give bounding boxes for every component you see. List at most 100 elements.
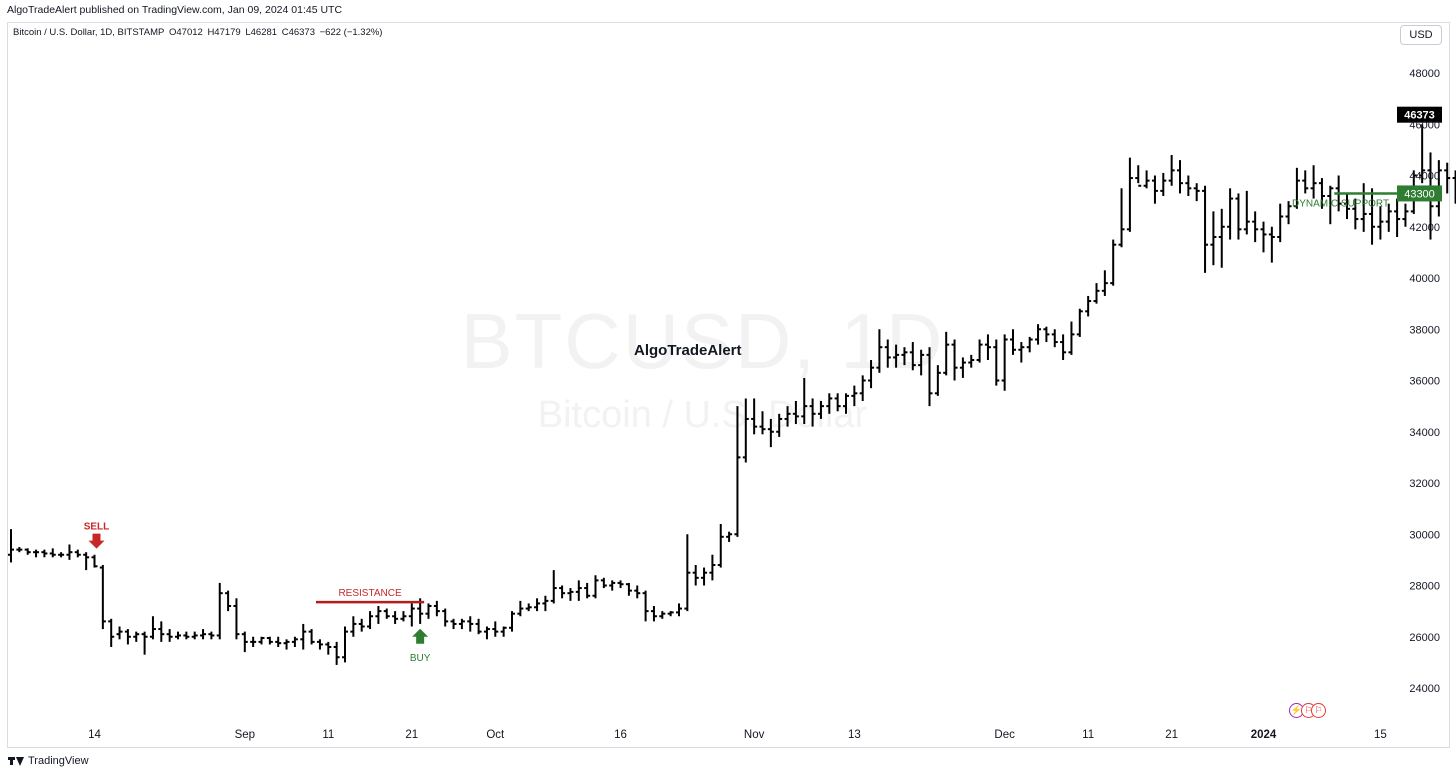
- currency-button[interactable]: USD: [1400, 25, 1442, 45]
- price-axis[interactable]: 24000 26000 28000 30000 32000 34000 36000 38000…: [1409, 68, 1440, 695]
- ohlc-bar: [676, 603, 682, 617]
- ohlc-bar: [834, 393, 841, 412]
- ohlc-bar: [650, 606, 657, 622]
- ohlc-bar: [1085, 295, 1092, 317]
- support-price-badge: [1397, 185, 1442, 202]
- ohlc-bar: [208, 631, 215, 640]
- time-axis[interactable]: 14 Sep 11 21 Oct 16 Nov 13 Dec 11 21 2024 15: [88, 729, 1387, 741]
- ohlc-bar: [1001, 334, 1008, 391]
- ohlc-bar: [300, 623, 307, 650]
- price-tick-label: 34000: [1409, 427, 1440, 439]
- ohlc-bar: [1168, 155, 1175, 186]
- ohlc-bar: [392, 611, 399, 624]
- time-tick-label: 14: [88, 729, 101, 741]
- sell-label[interactable]: SELL: [84, 522, 110, 533]
- ohlc-bar: [425, 603, 432, 619]
- ohlc-bar: [141, 631, 148, 655]
- event-badges[interactable]: ⚡ ⚐ ⚐: [1289, 703, 1333, 719]
- ohlc-bar: [1352, 198, 1359, 230]
- ohlc-bar: [534, 598, 541, 612]
- ohlc-bar: [258, 636, 265, 645]
- ohlc-bar: [1185, 175, 1192, 196]
- symbol-legend[interactable]: Bitcoin / U.S. Dollar, 1D, BITSTAMP O470…: [13, 27, 384, 38]
- ohlc-bar: [767, 418, 774, 448]
- ohlc-bar: [475, 618, 482, 635]
- legend-symbol-name[interactable]: Bitcoin / U.S. Dollar, 1D, BITSTAMP: [13, 27, 165, 38]
- ohlc-bar: [884, 339, 891, 368]
- ohlc-bar: [1068, 321, 1075, 355]
- ohlc-bar: [1227, 188, 1234, 240]
- time-tick-label: 11: [322, 729, 334, 741]
- ohlc-bar: [893, 344, 900, 368]
- sell-arrow-icon[interactable]: [88, 533, 105, 549]
- ohlc-bar: [1160, 172, 1167, 196]
- chart-frame[interactable]: [7, 22, 1450, 748]
- ohlc-bars: [8, 124, 1456, 665]
- ohlc-bar: [1076, 308, 1083, 337]
- ohlc-bar: [1302, 170, 1309, 194]
- ohlc-bar: [1285, 201, 1292, 225]
- footer-brand[interactable]: TradingView: [28, 755, 89, 767]
- ohlc-bar: [408, 603, 415, 627]
- ohlc-bar: [91, 554, 98, 568]
- ohlc-bar: [984, 334, 991, 360]
- ohlc-bar: [375, 606, 382, 624]
- ohlc-bar: [1135, 165, 1142, 187]
- ohlc-bar: [876, 329, 883, 373]
- ohlc-bar: [41, 549, 48, 558]
- ohlc-bar: [826, 393, 833, 414]
- ohlc-bar: [1360, 183, 1367, 232]
- time-tick-label: Sep: [235, 729, 255, 741]
- time-tick-label: 11: [1082, 729, 1094, 741]
- ohlc-bar: [1151, 175, 1158, 204]
- us-flag-icon[interactable]: ⚐: [1311, 703, 1326, 718]
- ohlc-bar: [350, 616, 357, 637]
- footer[interactable]: TradingView: [8, 755, 89, 767]
- legend-open: O47012: [168, 27, 203, 38]
- dynamic-support-label[interactable]: DYNAMIC SUPPORT: [1292, 198, 1389, 209]
- ohlc-bar: [83, 552, 90, 571]
- ohlc-bar: [1143, 170, 1150, 189]
- time-tick-label: 21: [405, 729, 418, 741]
- ohlc-bar: [467, 616, 474, 632]
- price-tick-label: 42000: [1409, 222, 1440, 234]
- last-price-label: 46373: [1404, 110, 1435, 122]
- ohlc-bar: [1327, 185, 1334, 225]
- buy-arrow-icon[interactable]: [412, 628, 429, 644]
- ohlc-bar: [751, 398, 758, 435]
- price-tick-label: 28000: [1409, 581, 1440, 593]
- ohlc-bar: [1010, 329, 1016, 355]
- ohlc-bar: [792, 401, 799, 425]
- ohlc-bar: [116, 626, 123, 640]
- ohlc-bar: [216, 582, 223, 640]
- ohlc-bar: [667, 611, 674, 617]
- ohlc-bar: [325, 641, 332, 655]
- ohlc-bar: [1293, 167, 1300, 209]
- ohlc-bar: [976, 339, 983, 363]
- resistance-label[interactable]: RESISTANCE: [338, 588, 401, 599]
- price-tick-label: 36000: [1409, 376, 1440, 388]
- ohlc-bar: [291, 636, 298, 647]
- ohlc-bar: [1452, 170, 1456, 204]
- legend-change: −622 (−1.32%): [319, 27, 383, 38]
- ohlc-bar: [542, 595, 549, 612]
- time-tick-label: 16: [614, 729, 627, 741]
- author-text-annotation[interactable]: AlgoTradeAlert: [634, 342, 742, 359]
- ohlc-bar: [1385, 203, 1392, 232]
- price-tick-label: 38000: [1409, 324, 1440, 336]
- ohlc-bar: [659, 611, 666, 619]
- ohlc-bar: [33, 549, 40, 558]
- ohlc-bar: [918, 349, 925, 376]
- tradingview-logo-icon: [8, 755, 24, 767]
- ohlc-bar: [1318, 178, 1325, 209]
- price-tick-label: 48000: [1409, 68, 1440, 80]
- buy-label[interactable]: BUY: [410, 653, 431, 664]
- chart-annotations[interactable]: RESISTANCE SELL BUY DYNAMIC SUPPORT 43300 463…: [84, 106, 1442, 664]
- time-tick-label: 13: [848, 729, 861, 741]
- ohlc-bar: [500, 626, 507, 637]
- legend-low: L46281: [245, 27, 278, 38]
- price-tick-label: 32000: [1409, 478, 1440, 490]
- ohlc-bar: [1268, 226, 1275, 263]
- ohlc-bar: [175, 631, 181, 640]
